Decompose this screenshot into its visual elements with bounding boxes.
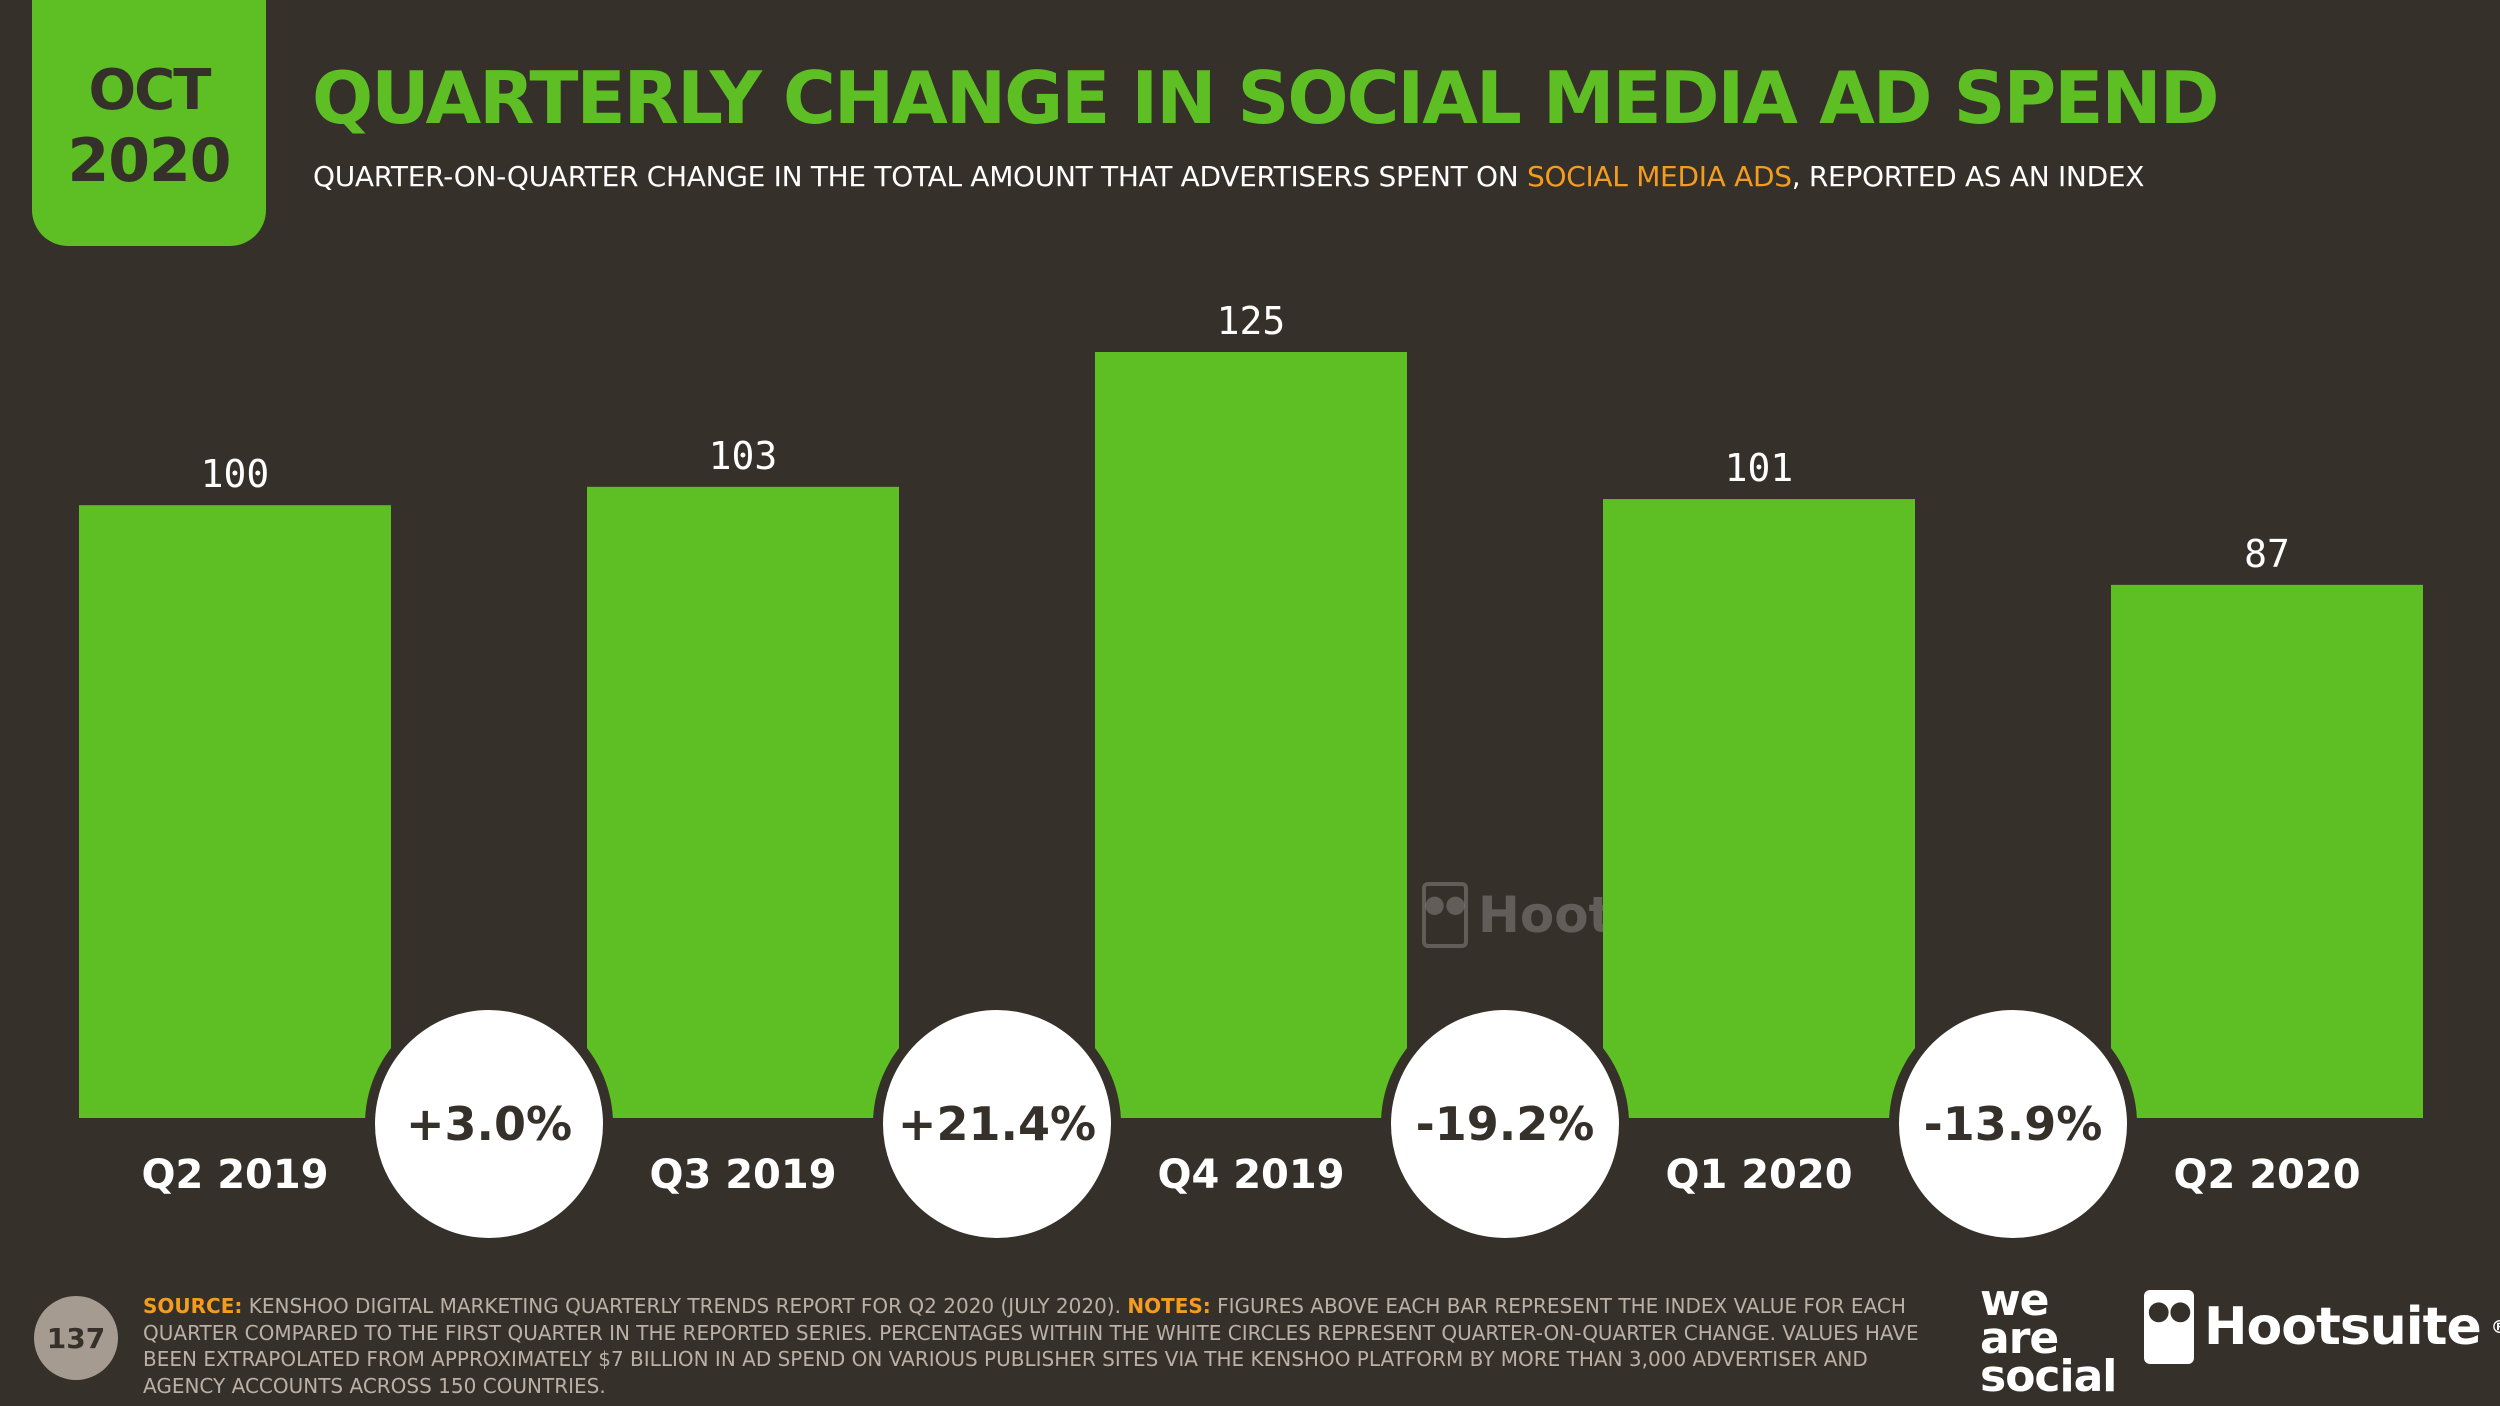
source-text: KENSHOO DIGITAL MARKETING QUARTERLY TREN… bbox=[242, 1294, 1128, 1318]
subtitle-text-after: , REPORTED AS AN INDEX bbox=[1791, 160, 2145, 193]
owl-icon: ●● bbox=[1422, 882, 1468, 948]
bar-value-label: 101 bbox=[1725, 446, 1794, 490]
bar bbox=[587, 486, 899, 1118]
category-label: Q4 2019 bbox=[1157, 1152, 1344, 1198]
date-badge-year: 2020 bbox=[67, 126, 232, 196]
logo-word: we bbox=[1980, 1275, 2050, 1326]
category-label: Q2 2019 bbox=[141, 1152, 328, 1198]
change-label: +3.0% bbox=[406, 1097, 572, 1151]
change-label: -19.2% bbox=[1416, 1097, 1595, 1151]
change-circle bbox=[883, 1010, 1111, 1238]
chart-subtitle: QUARTER-ON-QUARTER CHANGE IN THE TOTAL A… bbox=[313, 160, 2144, 193]
bar-value-label: 125 bbox=[1217, 299, 1286, 343]
change-label: +21.4% bbox=[898, 1097, 1096, 1151]
notes-text: FIGURES ABOVE EACH BAR REPRESENT THE IND… bbox=[143, 1294, 1919, 1398]
category-label: Q3 2019 bbox=[649, 1152, 836, 1198]
bar-value-label: 87 bbox=[2244, 532, 2290, 576]
logo-word: social bbox=[1980, 1350, 2117, 1402]
change-circle bbox=[1391, 1010, 1619, 1238]
hootsuite-logo-text: Hootsuite bbox=[2204, 1297, 2482, 1357]
category-label: Q2 2020 bbox=[2173, 1152, 2360, 1198]
bar bbox=[1095, 352, 1407, 1118]
bar-value-label: 100 bbox=[201, 452, 270, 496]
source-label: SOURCE: bbox=[143, 1294, 243, 1318]
subtitle-highlight: SOCIAL MEDIA ADS bbox=[1527, 160, 1792, 193]
date-badge-month: OCT bbox=[88, 58, 212, 123]
date-badge: OCT 2020 bbox=[32, 0, 266, 246]
change-circle bbox=[375, 1010, 603, 1238]
owl-icon: ●● bbox=[2144, 1290, 2194, 1364]
footnote: SOURCE: KENSHOO DIGITAL MARKETING QUARTE… bbox=[143, 1293, 1943, 1399]
bar bbox=[79, 505, 391, 1118]
notes-label: NOTES: bbox=[1127, 1294, 1211, 1318]
bar-value-label: 103 bbox=[709, 434, 778, 478]
subtitle-text-before: QUARTER-ON-QUARTER CHANGE IN THE TOTAL A… bbox=[313, 160, 1528, 193]
registered-mark: ® bbox=[2490, 1316, 2500, 1338]
chart-title: QUARTERLY CHANGE IN SOCIAL MEDIA AD SPEN… bbox=[312, 56, 2219, 140]
page-number: 137 bbox=[34, 1296, 118, 1380]
bar bbox=[2111, 584, 2423, 1118]
hootsuite-logo: ●● Hootsuite ® bbox=[2144, 1290, 2500, 1364]
change-label: -13.9% bbox=[1924, 1097, 2103, 1151]
change-circle bbox=[1899, 1010, 2127, 1238]
we-are-social-logo: we are social bbox=[1980, 1275, 2117, 1402]
category-label: Q1 2020 bbox=[1665, 1152, 1852, 1198]
bar bbox=[1603, 499, 1915, 1118]
logo-word: are bbox=[1980, 1312, 2059, 1364]
